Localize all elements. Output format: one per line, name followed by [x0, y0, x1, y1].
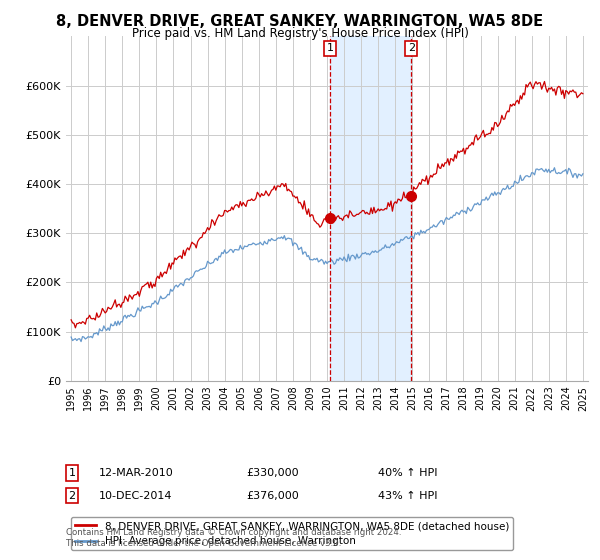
Bar	[331, 36, 412, 381]
Text: 40% ↑ HPI: 40% ↑ HPI	[378, 468, 437, 478]
Text: 1: 1	[68, 468, 76, 478]
Text: £330,000: £330,000	[246, 468, 299, 478]
Text: 1: 1	[327, 44, 334, 53]
Text: 2: 2	[408, 44, 415, 53]
Text: Contains HM Land Registry data © Crown copyright and database right 2024.
This d: Contains HM Land Registry data © Crown c…	[66, 528, 401, 548]
Text: 2: 2	[68, 491, 76, 501]
Text: 12-MAR-2010: 12-MAR-2010	[99, 468, 174, 478]
Text: Price paid vs. HM Land Registry's House Price Index (HPI): Price paid vs. HM Land Registry's House …	[131, 27, 469, 40]
Text: 8, DENVER DRIVE, GREAT SANKEY, WARRINGTON, WA5 8DE: 8, DENVER DRIVE, GREAT SANKEY, WARRINGTO…	[56, 14, 544, 29]
Text: 10-DEC-2014: 10-DEC-2014	[99, 491, 173, 501]
Text: 43% ↑ HPI: 43% ↑ HPI	[378, 491, 437, 501]
Text: £376,000: £376,000	[246, 491, 299, 501]
Legend: 8, DENVER DRIVE, GREAT SANKEY, WARRINGTON, WA5 8DE (detached house), HPI: Averag: 8, DENVER DRIVE, GREAT SANKEY, WARRINGTO…	[71, 517, 513, 550]
